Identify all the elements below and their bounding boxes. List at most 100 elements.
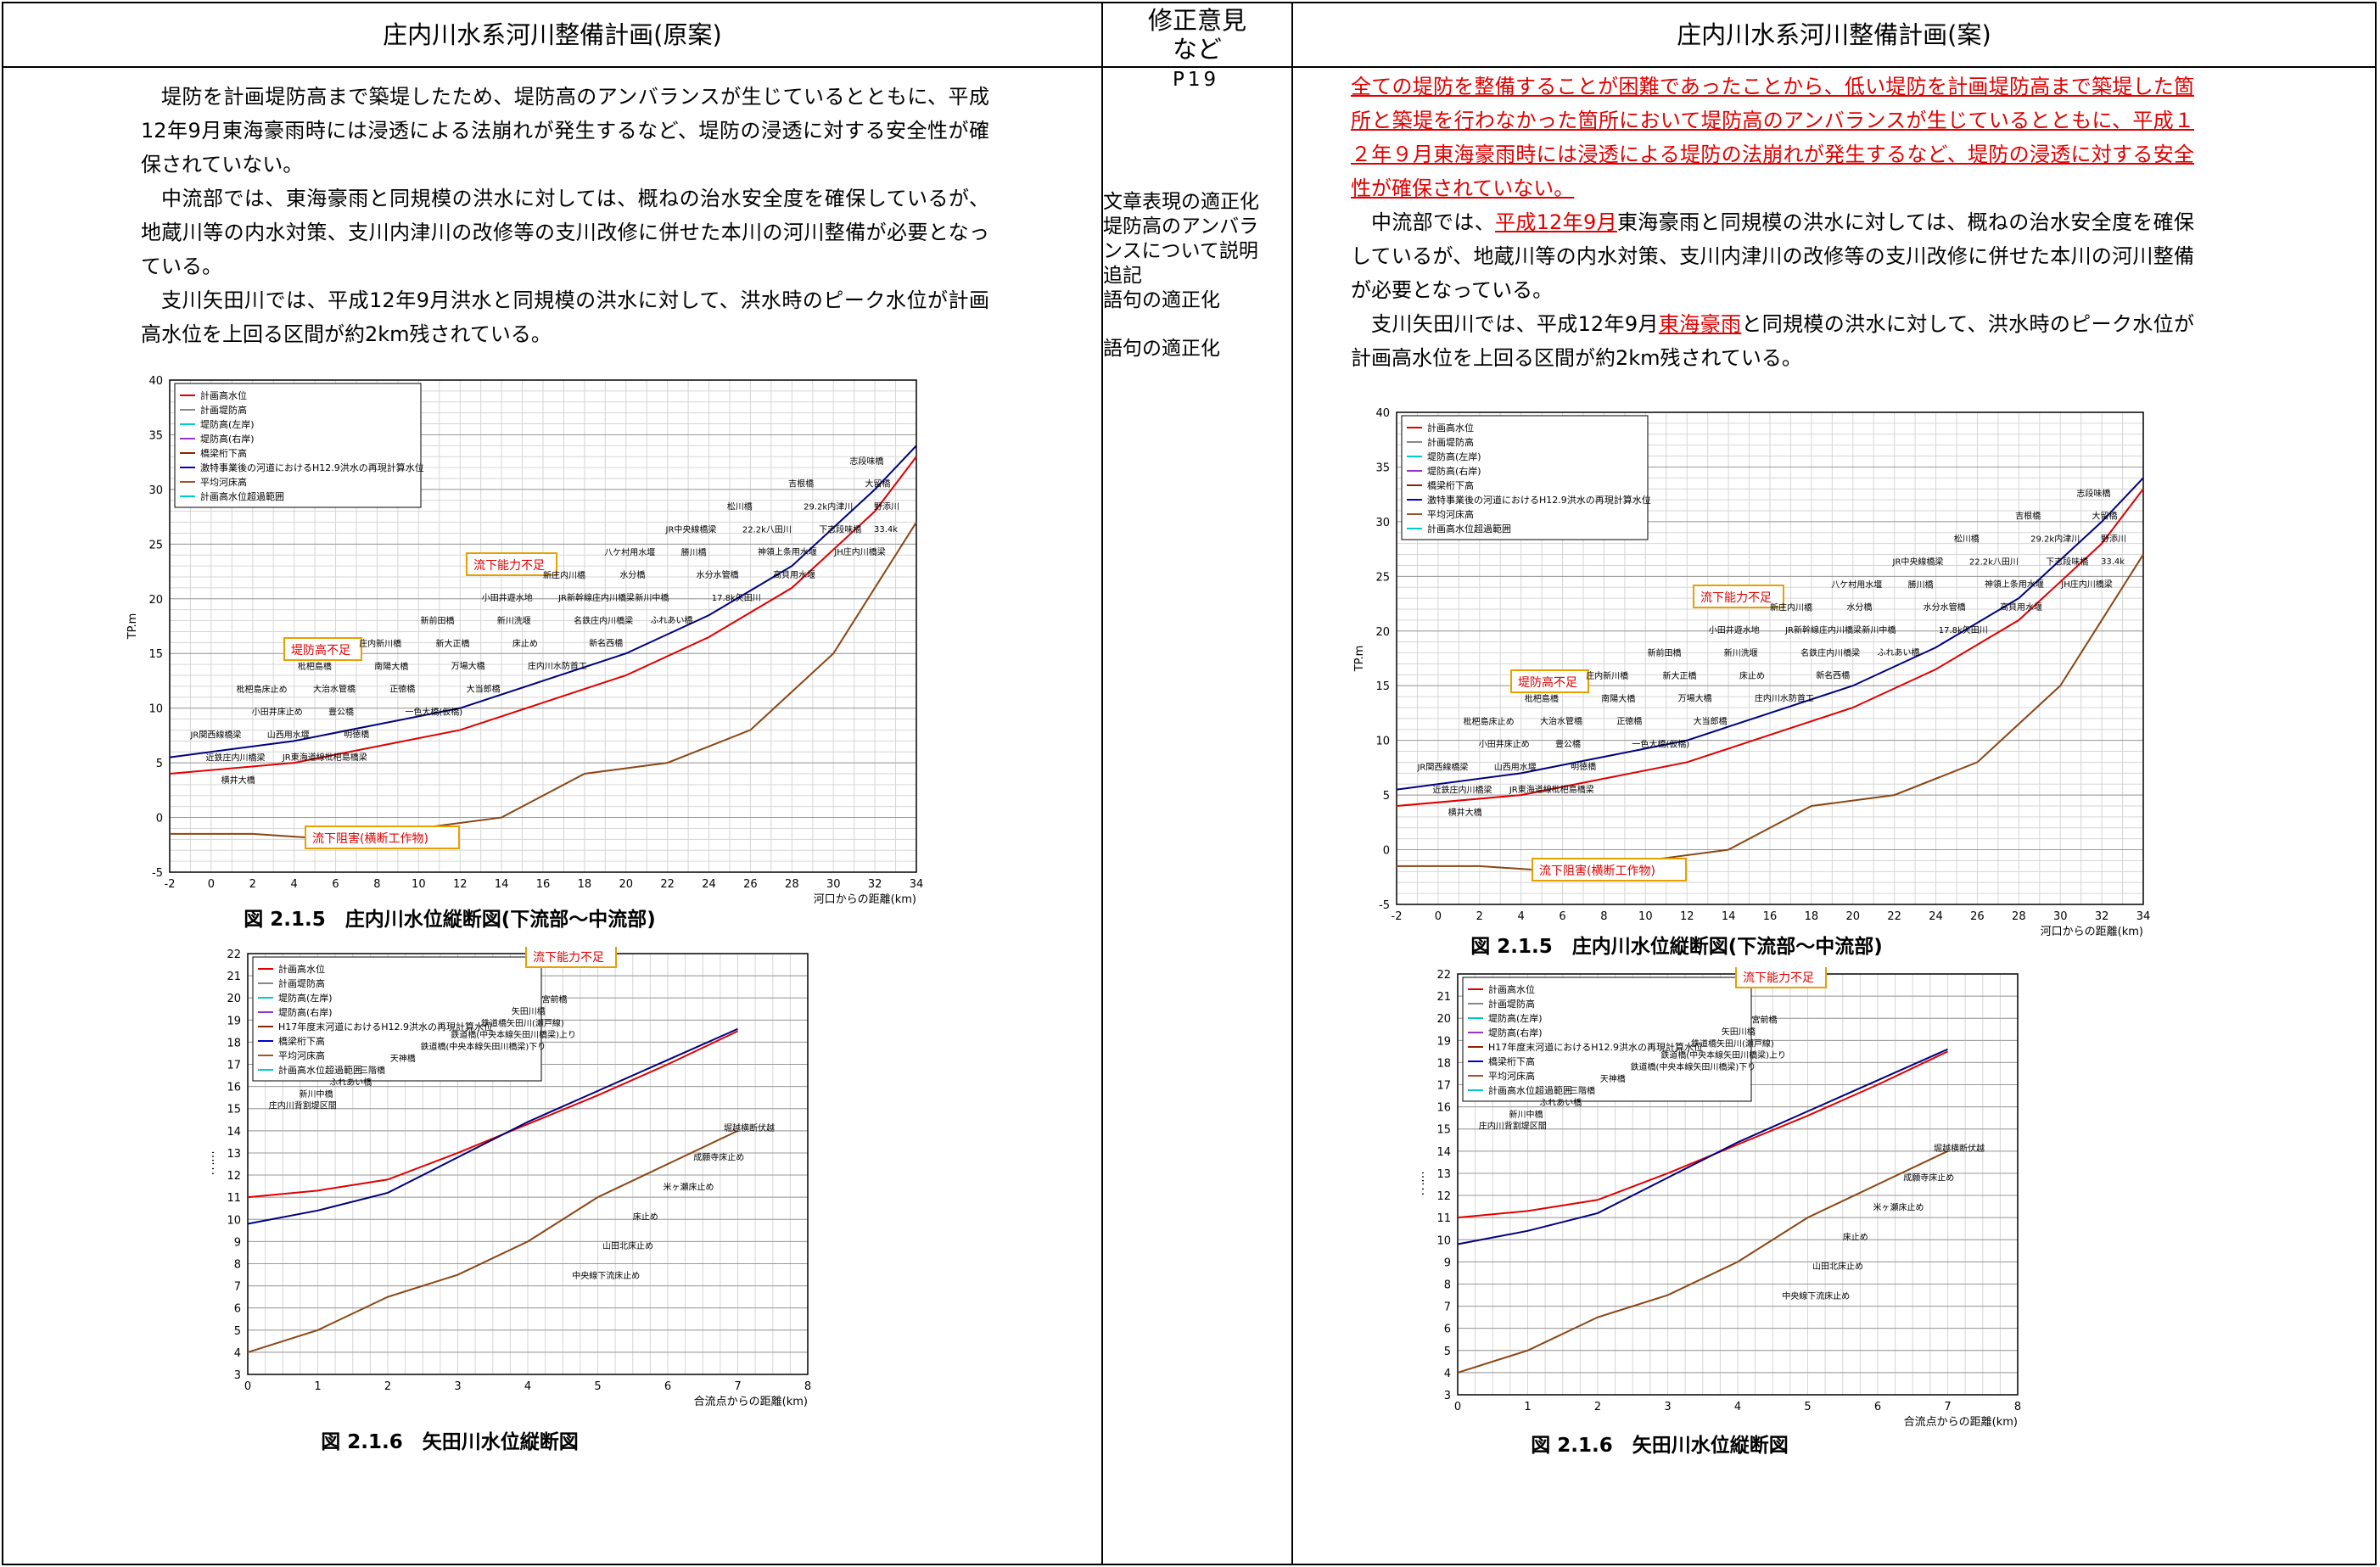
station-label: 新大正橋 [436, 638, 470, 649]
left-paragraph-1: 堤防を計画堤防高まで築堤したため、堤防高のアンバランスが生じているとともに、平成… [141, 85, 989, 176]
legend-label: 橋梁桁下高 [1488, 1055, 1535, 1067]
y-tick-label: 5 [1383, 790, 1390, 803]
series-line [1396, 477, 2144, 791]
legend-label: 平均河床高 [1427, 508, 1474, 520]
station-label: 正徳橋 [1616, 716, 1642, 727]
x-tick-label: 22 [660, 878, 675, 891]
column-divider-right [1291, 3, 1293, 1564]
y-tick-label: 19 [227, 1015, 241, 1027]
station-label: 中央線下流床止め [572, 1270, 640, 1281]
x-tick-label: 10 [1638, 910, 1653, 923]
series-line [247, 1129, 738, 1353]
x-tick-label: 8 [373, 878, 380, 891]
legend-label: 堤防高(右岸) [1427, 465, 1481, 477]
station-label: 鉄道橋(中央本線矢田川橋梁)下り [1631, 1061, 1756, 1072]
left-paragraph-3: 支川矢田川では、平成12年9月洪水と同規模の洪水に対して、洪水時のピーク水位が計… [141, 288, 989, 346]
x-tick-label: 2 [1476, 910, 1483, 923]
x-tick-label: 32 [868, 878, 882, 891]
legend-box [1462, 977, 1752, 1102]
station-label: 庄内川水防首工 [1755, 693, 1814, 704]
station-label: 矢田川橋 [1722, 1026, 1756, 1037]
station-label: 下志段味橋 [2046, 556, 2088, 567]
station-label: 中央線下流床止め [1782, 1290, 1850, 1301]
x-tick-label: 0 [244, 1380, 251, 1393]
x-tick-label: 4 [291, 878, 298, 891]
station-label: 野添川 [874, 501, 899, 512]
station-label: 三階橋 [1570, 1085, 1595, 1096]
y-tick-label: 3 [1444, 1390, 1451, 1402]
y-tick-label: 4 [1444, 1368, 1451, 1380]
revision-note: 語句の適正化 [1103, 289, 1220, 311]
x-tick-label: 26 [1970, 910, 1985, 923]
station-label: 山西用水堰 [1494, 762, 1537, 772]
station-label: 正徳橋 [389, 684, 415, 695]
x-tick-label: 28 [2012, 910, 2026, 923]
y-tick-label: 6 [234, 1303, 241, 1316]
legend-label: 堤防高(左岸) [278, 992, 333, 1004]
legend-box [252, 956, 542, 1082]
y-axis-label: TP.m [127, 613, 139, 641]
x-tick-label: -2 [165, 878, 176, 891]
legend-label: 計画高水位 [200, 389, 247, 401]
x-tick-label: 22 [1887, 910, 1901, 923]
x-tick-label: 4 [1518, 910, 1525, 923]
middle-column-title: 修正意見 など [1103, 3, 1291, 66]
x-tick-label: 30 [826, 878, 841, 891]
x-tick-label: 6 [332, 878, 339, 891]
figure-caption: 図 2.1.5 庄内川水位縦断図(下流部～中流部) [1470, 936, 1883, 958]
y-tick-label: 11 [1436, 1212, 1451, 1225]
x-tick-label: 2 [1594, 1401, 1601, 1413]
station-label: 矢田川橋 [512, 1005, 546, 1016]
legend-label: 平均河床高 [278, 1049, 325, 1061]
y-tick-label: 25 [148, 539, 163, 551]
revision-note: ンスについて説明 [1103, 240, 1258, 262]
x-tick-label: 8 [1600, 910, 1607, 923]
y-tick-label: 40 [148, 375, 163, 388]
text-run: 東海豪雨と同規模の洪水に対しては、概ねの治水安全度を確保しているが、地蔵川等の内… [1351, 210, 2194, 302]
station-label: 新前田橋 [1647, 647, 1681, 658]
y-tick-label: 18 [1436, 1057, 1451, 1070]
x-tick-label: 20 [619, 878, 634, 891]
station-label: 鉄道橋(中央本線矢田川橋梁)下り [421, 1041, 546, 1052]
legend-label: 激特事業後の河道におけるH12.9洪水の再現計算水位 [200, 462, 424, 473]
legend-label: 平均河床高 [1488, 1070, 1535, 1082]
callout-label: 流下阻害(横断工作物) [1539, 865, 1655, 878]
x-tick-label: 20 [1846, 910, 1861, 923]
station-label: 床止め [1843, 1231, 1868, 1242]
station-label: 水分水管橋 [1924, 602, 1966, 613]
y-tick-label: 18 [227, 1037, 241, 1049]
x-tick-label: 6 [1874, 1401, 1881, 1413]
x-tick-label: 16 [536, 878, 551, 891]
station-label: JR中央線橋梁 [665, 523, 717, 534]
text-run: と同規模の洪水に対して、洪水時のピーク水位が計画高水位を上回る区間が約2km残さ… [1351, 312, 2194, 370]
station-label: 新大正橋 [1663, 670, 1697, 681]
legend-label: 計画高水位 [1488, 983, 1535, 995]
legend-label: 橋梁桁下高 [278, 1035, 325, 1047]
callout-label: 流下能力不足 [533, 951, 604, 965]
station-label: 山田北床止め [602, 1240, 653, 1251]
station-label: 成願寺床止め [1903, 1172, 1954, 1184]
legend-label: 計画高水位超過範囲 [200, 490, 284, 502]
y-tick-label: 12 [227, 1170, 241, 1183]
y-tick-label: 21 [227, 971, 241, 983]
legend-label: 堤防高(左岸) [1488, 1012, 1543, 1024]
x-tick-label: 12 [453, 878, 468, 891]
legend-label: 計画堤防高 [1427, 436, 1474, 448]
y-tick-label: 7 [234, 1281, 241, 1294]
y-axis-label: TP.m [1422, 1172, 1427, 1199]
revised-text: 全ての堤防を整備することが困難であったことから、低い堤防を計画堤防高まで築堤した… [1351, 75, 2194, 200]
station-label: 天神橋 [1600, 1073, 1626, 1084]
x-tick-label: 34 [2136, 910, 2151, 923]
x-tick-label: 14 [495, 878, 509, 891]
y-tick-label: 20 [148, 594, 163, 607]
legend-label: 計画高水位 [278, 963, 325, 975]
station-label: 鉄道橋矢田川(瀬戸線) [481, 1017, 564, 1028]
legend-label: 激特事業後の河道におけるH12.9洪水の再現計算水位 [1427, 494, 1651, 506]
y-tick-label: 15 [1375, 680, 1390, 693]
figure-caption: 図 2.1.6 矢田川水位縦断図 [1531, 1435, 1789, 1457]
station-label: 水分橋 [619, 569, 645, 580]
x-tick-label: 3 [1664, 1401, 1671, 1413]
